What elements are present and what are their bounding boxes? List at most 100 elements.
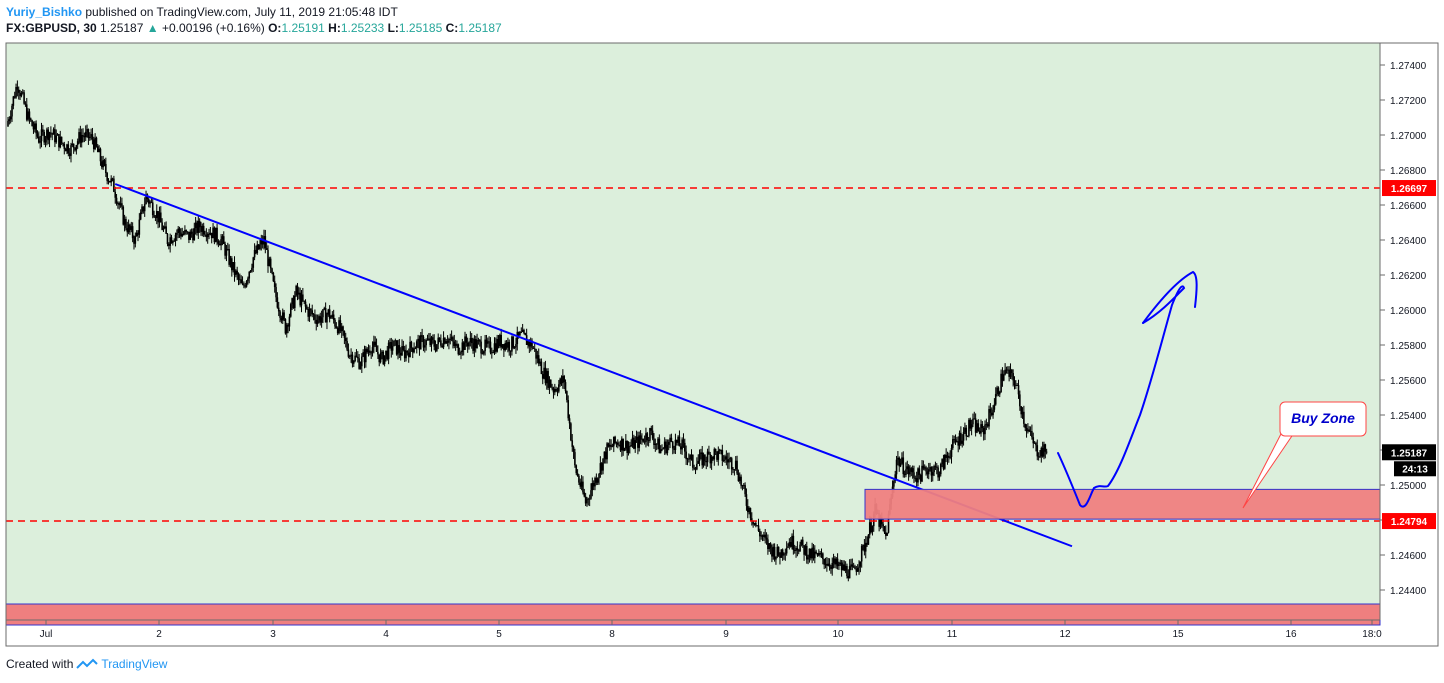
time-tick-label: 2	[156, 629, 162, 640]
candle-body	[1025, 428, 1028, 432]
candle-body	[871, 526, 874, 533]
candle-body	[239, 279, 241, 281]
candle-body	[551, 387, 553, 389]
candle-body	[505, 342, 508, 348]
candle-body	[906, 466, 909, 470]
candle-body	[76, 141, 79, 146]
candle-body	[1031, 431, 1033, 438]
candle-body	[913, 472, 915, 478]
candle-body	[418, 338, 421, 350]
candle-body	[915, 478, 918, 483]
candle-body	[925, 467, 927, 472]
plot-area[interactable]	[6, 43, 1380, 620]
candle-body	[237, 274, 240, 280]
candle-body	[352, 360, 355, 364]
candle-body	[960, 432, 962, 444]
candle-body	[347, 349, 350, 357]
candle-body	[718, 449, 721, 451]
candle-body	[64, 148, 67, 152]
candle-body	[127, 224, 130, 233]
candle-body	[685, 451, 687, 459]
candle-body	[965, 427, 968, 437]
author-link[interactable]: Yuriy_Bishko	[6, 5, 83, 19]
candle-body	[473, 338, 476, 351]
candle-body	[655, 443, 658, 445]
candle-body	[285, 324, 288, 334]
candle-body	[413, 349, 415, 353]
candle-body	[47, 129, 50, 141]
candle-body	[501, 344, 504, 348]
candle-body	[213, 227, 216, 243]
candle-body	[650, 428, 653, 431]
candle-body	[733, 469, 736, 471]
candle-body	[612, 436, 615, 447]
candle-body	[599, 463, 602, 474]
candle-body	[356, 356, 359, 359]
candle-body	[969, 419, 972, 429]
candle-body	[224, 243, 226, 256]
candle-body	[893, 481, 895, 487]
candle-body	[953, 439, 955, 440]
candle-body	[558, 384, 560, 392]
candle-body	[1029, 431, 1032, 432]
callout-box[interactable]	[1279, 401, 1367, 437]
candle-body	[639, 435, 642, 440]
candle-body	[248, 271, 251, 279]
candle-body	[79, 132, 82, 143]
candle-body	[1009, 369, 1012, 377]
candle-body	[801, 539, 804, 546]
candle-body	[753, 522, 756, 525]
candle-body	[15, 87, 17, 98]
candle-body	[315, 319, 318, 324]
buy-zone-rect[interactable]	[864, 488, 1381, 520]
candle-body	[939, 464, 942, 475]
candle-body	[111, 178, 114, 180]
candle-body	[139, 212, 142, 220]
candle-body	[757, 525, 760, 531]
candle-body	[567, 400, 570, 419]
level-price-tag	[1382, 513, 1436, 530]
price-tick-label: 1.27400	[1390, 61, 1427, 72]
time-tick-label: 8	[609, 629, 615, 640]
chart-frame	[5, 42, 1439, 647]
candle-body	[75, 145, 78, 151]
candle-body	[552, 388, 555, 393]
candle-body	[899, 463, 902, 467]
candle-body	[631, 437, 634, 446]
candle-body	[348, 356, 351, 357]
candle-body	[243, 284, 245, 286]
candle-body	[803, 545, 805, 555]
candle-body	[180, 232, 182, 237]
price-tick-label: 1.26400	[1390, 236, 1427, 247]
published-text: published on TradingView.com, July 11, 2…	[85, 5, 398, 19]
candle-body	[118, 203, 121, 206]
candle-body	[193, 228, 196, 241]
projection-drawing[interactable]	[1057, 285, 1186, 508]
candle-body	[300, 294, 303, 306]
projection-arrow-head[interactable]	[1142, 270, 1198, 324]
candle-body	[966, 435, 969, 437]
candle-body	[675, 439, 678, 443]
candle-body	[807, 557, 809, 560]
candle-body	[209, 232, 212, 235]
tradingview-link[interactable]: TradingView	[101, 657, 168, 671]
candle-body	[381, 351, 383, 353]
candle-body	[827, 563, 830, 566]
candle-body	[145, 194, 147, 205]
candle-body	[226, 249, 229, 250]
candle-body	[783, 553, 785, 556]
candle-body	[122, 206, 125, 225]
candle-body	[570, 423, 572, 441]
candle-body	[781, 549, 784, 556]
candle-body	[588, 498, 591, 500]
candle-body	[771, 547, 773, 557]
candle-body	[339, 320, 342, 332]
candle-body	[1032, 437, 1035, 444]
candle-body	[446, 341, 449, 343]
candle-body	[946, 455, 949, 458]
candle-body	[696, 463, 698, 470]
candle-body	[36, 133, 39, 137]
time-axis[interactable]: Jul 2 3 4 5 8 9 10 11 12 15 16 18:0	[40, 620, 1383, 640]
trendline[interactable]	[114, 183, 1073, 548]
